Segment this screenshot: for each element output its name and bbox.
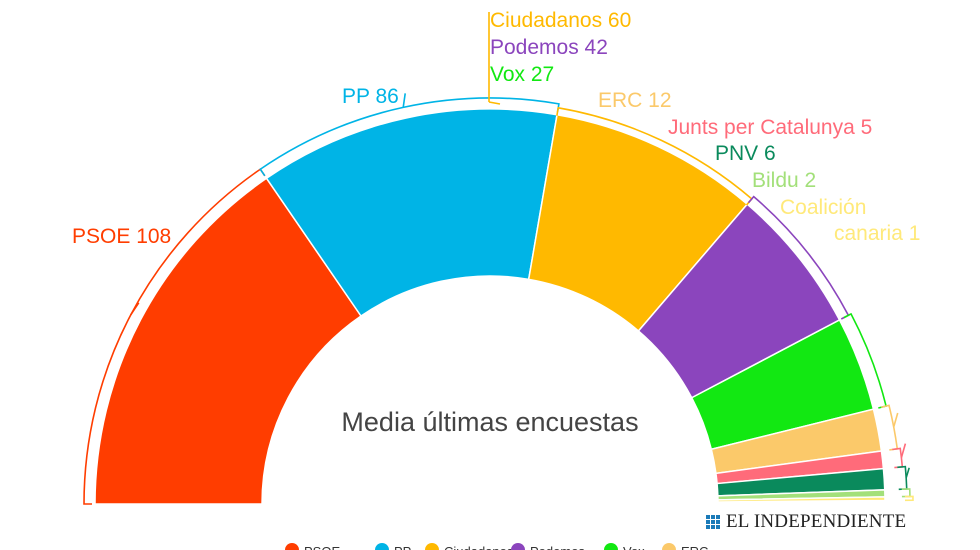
seat-arc-psoe [94, 177, 363, 505]
bracket-psoe [83, 168, 266, 505]
label-pnv: PNV 6 [715, 142, 776, 165]
leader-top-group-foot [488, 101, 501, 105]
bracket-podemos [747, 195, 850, 320]
label-ciudadanos: Ciudadanos 60 [490, 9, 631, 32]
label-vox: Vox 27 [490, 63, 554, 86]
bracket-bildu [901, 488, 911, 498]
brand-logo: EL INDEPENDIENTE [706, 511, 906, 533]
label-line: Coalición [780, 196, 866, 219]
legend-label-ciudadanos: Ciudadanos [444, 544, 514, 550]
seat-arc-coalicion-canaria [717, 496, 886, 503]
bracket-junts-per-catalunya [892, 447, 904, 469]
legend-label-erc: ERC [681, 544, 708, 550]
legend-label-psoe: PSOE [304, 544, 340, 550]
seat-arc-pp [265, 108, 558, 318]
legend-swatch-ciudadanos [425, 543, 439, 550]
label-pp: PP 86 [342, 85, 399, 108]
legend-swatch-podemos [511, 543, 525, 550]
bracket-pnv [897, 465, 908, 491]
brand-grid-icon [706, 515, 720, 529]
bracket-erc [881, 404, 899, 451]
party-labels: PSOE 108 PP 86 Ciudadanos 60 Podemos 42 Vox … [72, 9, 920, 248]
label-coalicion-canaria: Coalición canaria 1 [780, 196, 920, 245]
legend: PSOE PP Ciudadanos Podemos Vox ERC [285, 543, 708, 550]
label-brackets [83, 12, 914, 505]
legend-swatch-vox [604, 543, 618, 550]
leader-pp [402, 93, 407, 108]
bracket-pp [259, 97, 560, 177]
label-podemos: Podemos 42 [490, 36, 608, 59]
bracket-ciudadanos [556, 106, 753, 206]
legend-swatch-pp [375, 543, 389, 550]
label-erc: ERC 12 [598, 89, 672, 112]
leader-pnv [905, 467, 910, 479]
legend-swatch-psoe [285, 543, 299, 550]
label-bildu: Bildu 2 [752, 169, 816, 192]
leader-erc [892, 412, 899, 428]
legend-swatch-erc [662, 543, 676, 550]
bracket-coalicion-canaria [904, 495, 914, 502]
center-label: Media últimas encuestas [341, 407, 638, 437]
brand-name: EL INDEPENDIENTE [726, 511, 907, 532]
seat-arcs [94, 108, 886, 505]
leader-psoe [130, 302, 140, 316]
leader-junts-per-catalunya [900, 443, 907, 458]
legend-label-pp: PP [394, 544, 411, 550]
legend-label-podemos: Podemos [530, 544, 585, 550]
label-junts-per-catalunya: Junts per Catalunya 5 [668, 116, 872, 139]
label-line: canaria 1 [834, 222, 920, 245]
label-psoe: PSOE 108 [72, 225, 171, 248]
legend-label-vox: Vox [623, 544, 645, 550]
